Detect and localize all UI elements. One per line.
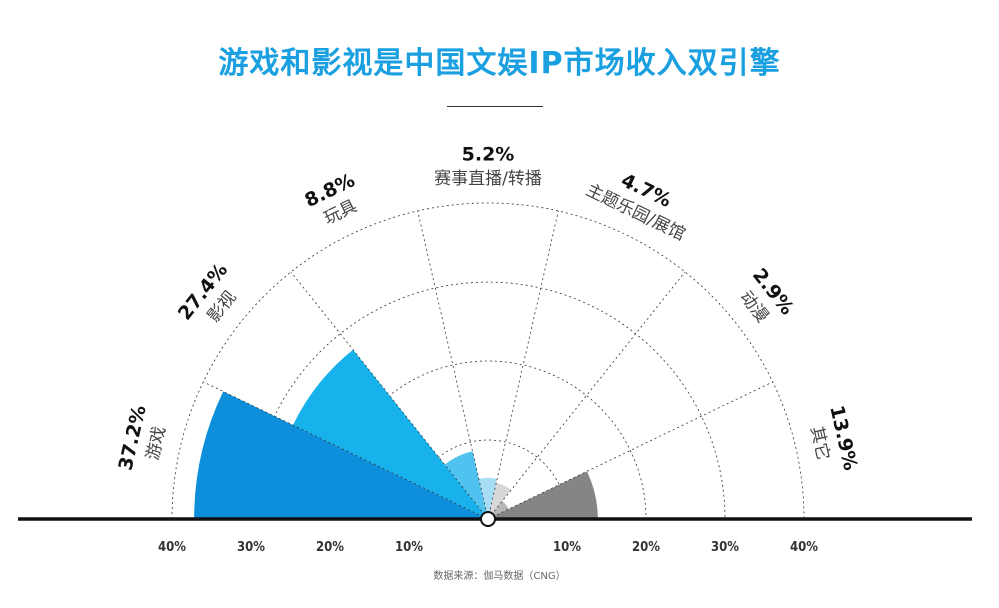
category-label-6: 其它 bbox=[806, 425, 833, 463]
grid-ring bbox=[171, 202, 805, 520]
value-label-0: 37.2% bbox=[115, 403, 151, 472]
chart-title: 游戏和影视是中国文娱IP市场收入双引擎 bbox=[218, 46, 781, 81]
wedge-3 bbox=[478, 477, 498, 519]
axis-tick-right: 40% bbox=[790, 540, 818, 555]
value-label-3: 5.2% bbox=[462, 144, 515, 166]
wedge-1 bbox=[292, 349, 488, 519]
title-underline bbox=[447, 106, 543, 107]
axis-tick-left: 10% bbox=[395, 540, 423, 555]
wedge-4 bbox=[488, 482, 512, 519]
axis-tick-right: 10% bbox=[553, 540, 581, 555]
wedge-0 bbox=[194, 391, 488, 519]
value-label-6: 13.9% bbox=[825, 403, 861, 472]
axis-tick-right: 20% bbox=[632, 540, 660, 555]
axis-tick-left: 20% bbox=[316, 540, 344, 555]
grid-spoke bbox=[487, 210, 559, 520]
center-marker bbox=[480, 511, 496, 527]
grid-ring bbox=[250, 281, 726, 520]
axis-tick-left: 30% bbox=[237, 540, 265, 555]
category-label-3: 赛事直播/转播 bbox=[434, 168, 542, 189]
wedge-2 bbox=[444, 451, 488, 519]
category-label-0: 游戏 bbox=[143, 425, 170, 463]
axis-tick-left: 40% bbox=[158, 540, 186, 555]
wedge-6 bbox=[488, 471, 598, 519]
data-source: 数据来源：伽马数据（CNG） bbox=[433, 571, 566, 582]
axis-tick-right: 30% bbox=[711, 540, 739, 555]
